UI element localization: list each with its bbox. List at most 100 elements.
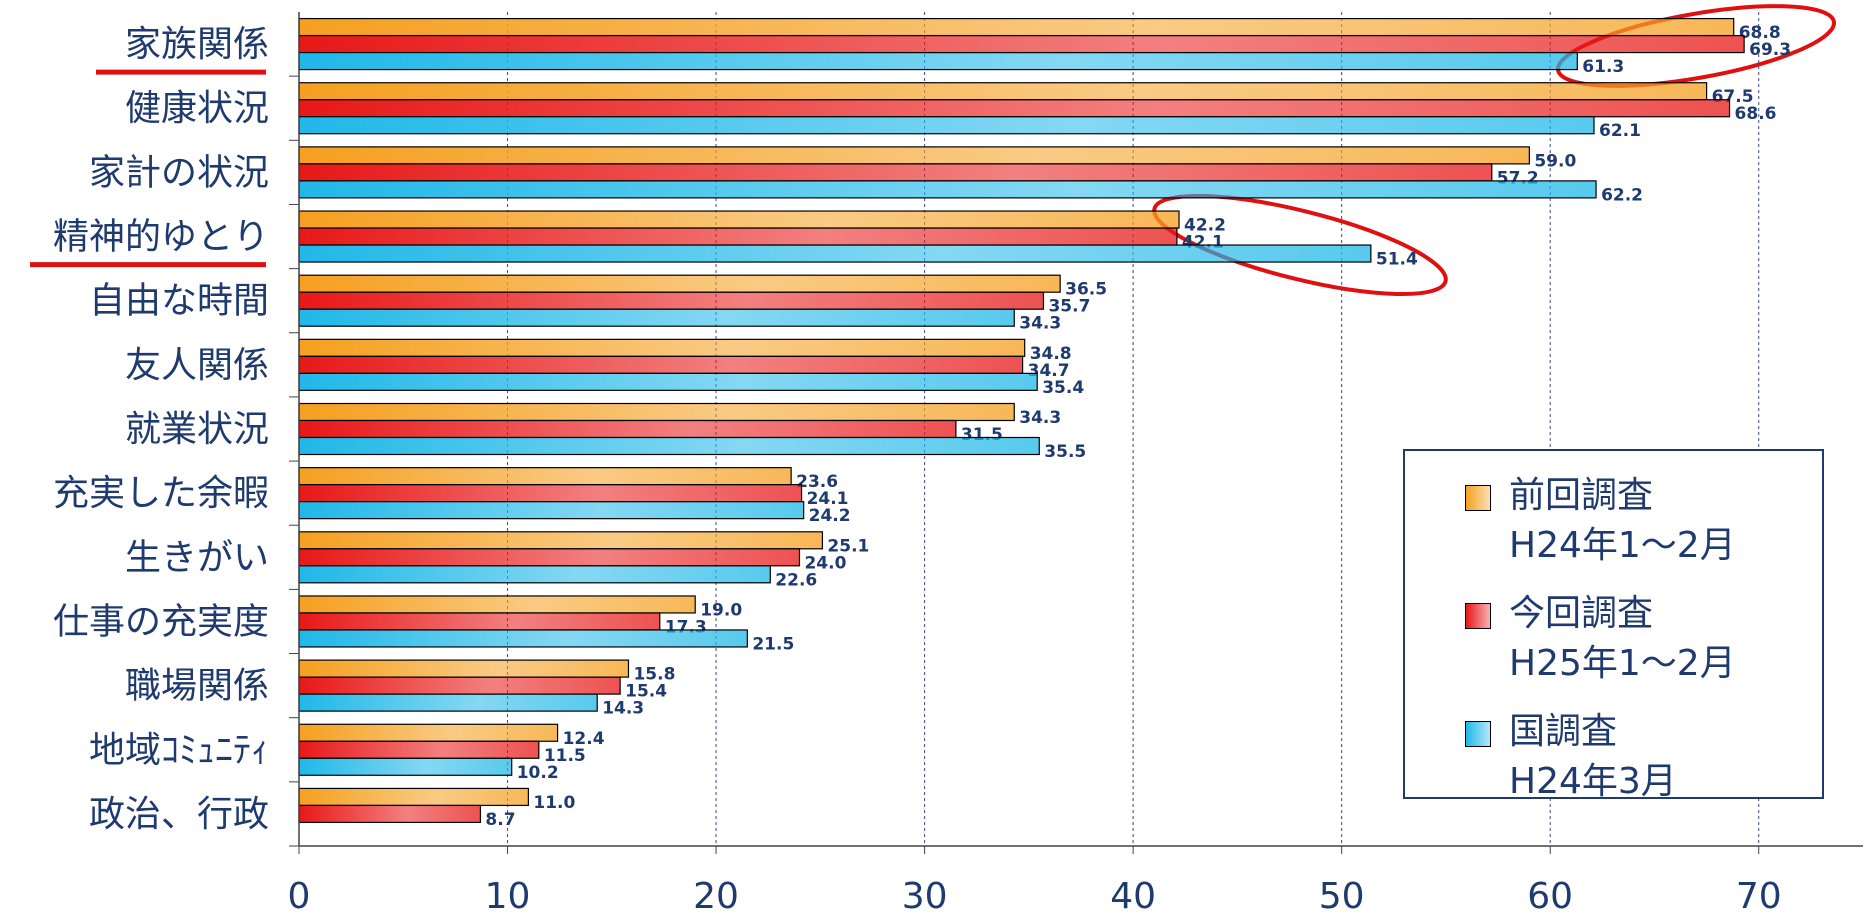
bar bbox=[298, 740, 540, 759]
y-tick-label: 就業状況 bbox=[125, 409, 269, 450]
y-tick-label: 仕事の充実度 bbox=[53, 601, 269, 642]
bar bbox=[298, 595, 696, 614]
bar bbox=[298, 804, 482, 824]
bar bbox=[298, 338, 1026, 357]
value-label: 62.2 bbox=[1601, 185, 1643, 205]
highlight-ellipse bbox=[1152, 193, 1448, 297]
x-tick-label: 50 bbox=[1319, 876, 1365, 917]
bar bbox=[298, 163, 1493, 182]
bar bbox=[298, 355, 1024, 374]
bar bbox=[298, 180, 1597, 199]
legend-swatch bbox=[1465, 721, 1491, 747]
x-tick-label: 10 bbox=[485, 876, 531, 917]
bar bbox=[298, 531, 824, 550]
x-tick-label: 60 bbox=[1527, 876, 1573, 917]
legend: 前回調査 H24年1～2月 今回調査 H25年1～2月 国調査 H24年3月 bbox=[1403, 449, 1824, 802]
value-label: 22.6 bbox=[775, 570, 817, 590]
value-label: 19.0 bbox=[700, 600, 742, 620]
value-label: 61.3 bbox=[1582, 57, 1624, 77]
value-label: 35.5 bbox=[1044, 442, 1086, 462]
bar bbox=[298, 676, 621, 695]
value-label: 23.6 bbox=[796, 472, 838, 492]
value-label: 25.1 bbox=[827, 536, 869, 556]
value-label: 10.2 bbox=[517, 763, 559, 783]
value-label: 15.4 bbox=[625, 682, 667, 702]
value-label: 34.3 bbox=[1019, 314, 1061, 334]
y-tick-label: 職場関係 bbox=[125, 666, 269, 707]
bar bbox=[298, 210, 1180, 229]
value-label: 68.6 bbox=[1735, 104, 1777, 124]
y-tick-label: 家族関係 bbox=[125, 24, 269, 65]
legend-label: 国調査 H24年3月 bbox=[1509, 711, 1677, 802]
value-label: 15.8 bbox=[633, 665, 675, 685]
bar bbox=[298, 723, 559, 742]
value-label: 8.7 bbox=[485, 810, 515, 830]
value-label: 21.5 bbox=[752, 634, 794, 654]
legend-label: 前回調査 H24年1～2月 bbox=[1509, 475, 1736, 566]
value-label: 36.5 bbox=[1065, 280, 1107, 300]
bar bbox=[298, 274, 1061, 293]
bar bbox=[298, 501, 805, 520]
y-tick-label: 生きがい bbox=[125, 537, 269, 578]
bar bbox=[298, 402, 1015, 422]
value-label: 62.1 bbox=[1599, 121, 1641, 141]
bar bbox=[298, 787, 529, 807]
bar bbox=[298, 227, 1178, 246]
value-label: 59.0 bbox=[1534, 151, 1576, 171]
x-tick-label: 70 bbox=[1736, 876, 1782, 917]
x-tick-label: 0 bbox=[288, 876, 311, 917]
y-tick-label: 充実した余暇 bbox=[53, 473, 269, 514]
highlight-ellipse bbox=[1556, 4, 1836, 88]
x-tick-label: 40 bbox=[1110, 876, 1156, 917]
x-tick-label: 20 bbox=[693, 876, 739, 917]
bar bbox=[298, 484, 803, 503]
y-tick-label: 家計の状況 bbox=[89, 152, 269, 193]
value-label: 34.3 bbox=[1019, 408, 1061, 428]
y-tick-label: 地域ｺﾐｭﾆﾃｨ bbox=[89, 730, 269, 771]
value-label: 11.5 bbox=[544, 746, 586, 766]
value-label: 12.4 bbox=[563, 729, 605, 749]
bar bbox=[298, 693, 598, 712]
value-label: 11.0 bbox=[533, 793, 575, 813]
bar bbox=[298, 82, 1708, 101]
bar bbox=[298, 291, 1045, 310]
value-label: 24.2 bbox=[809, 506, 851, 526]
x-tick-label: 30 bbox=[902, 876, 948, 917]
value-label: 35.7 bbox=[1048, 297, 1090, 317]
y-tick-label: 精神的ゆとり bbox=[53, 217, 269, 258]
bar bbox=[298, 372, 1038, 391]
y-tick-label: 自由な時間 bbox=[89, 281, 269, 322]
value-label: 51.4 bbox=[1376, 250, 1418, 270]
bar bbox=[298, 757, 513, 776]
value-label: 42.2 bbox=[1184, 216, 1226, 236]
bar bbox=[298, 146, 1530, 165]
value-label: 34.7 bbox=[1028, 361, 1070, 381]
y-tick-label: 健康状況 bbox=[125, 88, 269, 129]
bar bbox=[298, 612, 661, 631]
bar bbox=[298, 244, 1372, 263]
bar bbox=[298, 419, 957, 439]
value-label: 35.4 bbox=[1042, 378, 1084, 398]
value-label: 14.3 bbox=[602, 699, 644, 719]
value-label: 69.3 bbox=[1749, 40, 1791, 60]
bar bbox=[298, 17, 1735, 37]
bar bbox=[298, 548, 801, 567]
y-tick-label: 政治、行政 bbox=[89, 794, 269, 835]
y-tick-label: 友人関係 bbox=[125, 345, 269, 386]
value-label: 24.0 bbox=[804, 553, 846, 573]
value-label: 68.8 bbox=[1739, 23, 1781, 43]
legend-swatch bbox=[1465, 603, 1491, 629]
bar bbox=[298, 436, 1040, 456]
bar bbox=[298, 51, 1578, 71]
bar bbox=[298, 467, 792, 486]
bar bbox=[298, 629, 748, 648]
legend-label: 今回調査 H25年1～2月 bbox=[1509, 593, 1736, 684]
bar bbox=[298, 659, 630, 678]
bar bbox=[298, 99, 1731, 118]
value-label: 24.1 bbox=[807, 489, 849, 509]
bar bbox=[298, 116, 1595, 135]
bar bbox=[298, 308, 1015, 327]
bar bbox=[298, 565, 771, 584]
